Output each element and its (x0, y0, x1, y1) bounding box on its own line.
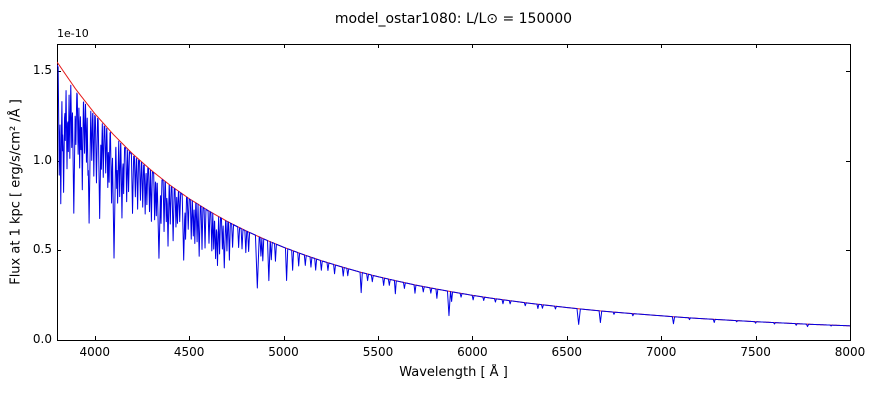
x-tick-label: 5000 (268, 345, 299, 359)
x-tick-label: 6500 (551, 345, 583, 359)
x-tick-label: 7500 (740, 345, 771, 359)
x-tick-label: 7000 (645, 345, 677, 359)
x-tick-label: 8000 (834, 345, 866, 359)
x-tick-label: 4500 (173, 345, 205, 359)
y-tick-label: 0.0 (32, 332, 52, 346)
x-axis-label: Wavelength [ Å ] (399, 365, 508, 380)
y-tick-label: 1.0 (32, 152, 52, 167)
x-tick-label: 4000 (79, 345, 111, 359)
y-axis-offset-text: 1e-10 (57, 27, 89, 40)
y-axis-label: Flux at 1 kpc [ erg/s/cm² /Å ] (8, 99, 24, 285)
y-tick-label: 1.5 (32, 62, 52, 77)
x-tick-label: 5500 (362, 345, 394, 359)
x-tick-label: 6000 (457, 345, 488, 359)
y-tick-label: 0.5 (32, 242, 52, 257)
chart-title: model_ostar1080: L/L⊙ = 150000 (334, 11, 573, 27)
